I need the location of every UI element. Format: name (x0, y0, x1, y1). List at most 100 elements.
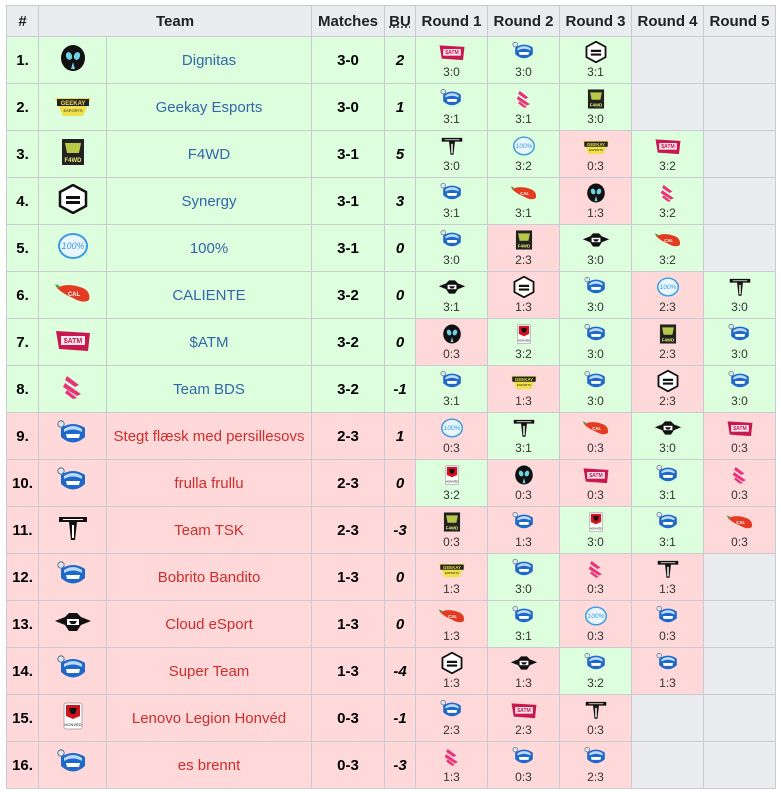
atm-opponent-icon[interactable]: $ATM (632, 135, 703, 160)
bds-logo-icon[interactable] (53, 372, 93, 406)
rl-logo-icon[interactable] (53, 560, 93, 594)
rl-opponent-icon[interactable] (560, 652, 631, 677)
team-link[interactable]: es brennt (177, 756, 241, 774)
team-link[interactable]: Bobrito Bandito (157, 568, 261, 586)
atm-logo-icon[interactable]: $ATM (53, 325, 93, 359)
team-link[interactable]: Synergy (181, 192, 237, 210)
rl-opponent-icon[interactable] (416, 370, 487, 395)
rl-opponent-icon[interactable] (416, 88, 487, 113)
team-link[interactable]: Stegt flæsk med persillesovs (113, 427, 305, 445)
team-link[interactable]: Team BDS (173, 380, 245, 398)
rl-logo-icon[interactable] (53, 654, 93, 688)
rl-logo-icon[interactable] (53, 419, 93, 453)
team-link[interactable]: frulla frullu (174, 474, 244, 492)
hundred-opponent-icon[interactable]: 100% (632, 276, 703, 301)
rl-opponent-icon[interactable] (488, 605, 559, 630)
round-2-result-cell: 3:1 (487, 412, 561, 460)
cloud-opponent-icon[interactable] (632, 417, 703, 442)
synergy-logo-icon[interactable] (53, 183, 93, 218)
dignitas-opponent-icon[interactable] (416, 323, 487, 348)
atm-opponent-icon[interactable]: $ATM (488, 699, 559, 724)
geekay-opponent-icon[interactable]: GEEKAY ESPORTS (488, 370, 559, 395)
caliente-opponent-icon[interactable]: CAL (632, 229, 703, 254)
dignitas-logo-icon[interactable] (53, 43, 93, 77)
synergy-opponent-icon[interactable] (416, 651, 487, 677)
hundred-logo-icon[interactable]: 100% (53, 231, 93, 265)
team-link[interactable]: Cloud eSport (165, 615, 253, 633)
caliente-opponent-icon[interactable]: CAL (416, 605, 487, 630)
tsk-opponent-icon[interactable] (632, 558, 703, 583)
rl-opponent-icon[interactable] (416, 182, 487, 207)
rl-opponent-icon[interactable] (632, 652, 703, 677)
rl-opponent-icon[interactable] (560, 746, 631, 771)
rl-opponent-icon[interactable] (704, 323, 775, 348)
honved-opponent-icon[interactable]: HONVÉD (416, 464, 487, 489)
tsk-opponent-icon[interactable] (416, 135, 487, 160)
geekay-opponent-icon[interactable]: GEEKAY ESPORTS (416, 558, 487, 583)
rl-opponent-icon[interactable] (632, 605, 703, 630)
rl-opponent-icon[interactable] (560, 276, 631, 301)
f4wd-opponent-icon[interactable]: F4WD (560, 88, 631, 113)
honved-opponent-icon[interactable]: HONVÉD (560, 511, 631, 536)
tsk-opponent-icon[interactable] (488, 417, 559, 442)
bds-opponent-icon[interactable] (488, 88, 559, 113)
cloud-opponent-icon[interactable] (488, 652, 559, 677)
synergy-opponent-icon[interactable] (488, 275, 559, 301)
rl-opponent-icon[interactable] (416, 229, 487, 254)
hundred-opponent-icon[interactable]: 100% (416, 417, 487, 442)
rl-opponent-icon[interactable] (488, 41, 559, 66)
rl-logo-icon[interactable] (53, 748, 93, 782)
rl-opponent-icon[interactable] (632, 464, 703, 489)
hundred-opponent-icon[interactable]: 100% (488, 135, 559, 160)
geekay-logo-icon[interactable]: GEEKAY ESPORTS (53, 90, 93, 124)
team-link[interactable]: Lenovo Legion Honvéd (131, 709, 287, 727)
caliente-opponent-icon[interactable]: CAL (488, 182, 559, 207)
honved-opponent-icon[interactable]: HONVÉD (488, 323, 559, 348)
f4wd-logo-icon[interactable]: F4WD (53, 137, 93, 171)
rl-opponent-icon[interactable] (704, 370, 775, 395)
cloud-opponent-icon[interactable] (560, 229, 631, 254)
bds-opponent-icon[interactable] (632, 182, 703, 207)
tsk-opponent-icon[interactable] (560, 699, 631, 724)
f4wd-opponent-icon[interactable]: F4WD (416, 511, 487, 536)
team-link[interactable]: Dignitas (181, 51, 237, 69)
f4wd-opponent-icon[interactable]: F4WD (488, 229, 559, 254)
atm-opponent-icon[interactable]: $ATM (560, 464, 631, 489)
honved-logo-icon[interactable]: HONVÉD (53, 701, 93, 735)
tsk-logo-icon[interactable] (53, 513, 93, 547)
rl-opponent-icon[interactable] (488, 511, 559, 536)
cloud-logo-icon[interactable] (53, 607, 93, 641)
team-link[interactable]: Team TSK (174, 521, 244, 539)
atm-opponent-icon[interactable]: $ATM (416, 41, 487, 66)
rl-opponent-icon[interactable] (560, 323, 631, 348)
synergy-opponent-icon[interactable] (632, 369, 703, 395)
team-link[interactable]: $ATM (189, 333, 229, 351)
rl-opponent-icon[interactable] (560, 370, 631, 395)
geekay-opponent-icon[interactable]: GEEKAY ESPORTS (560, 135, 631, 160)
team-link[interactable]: F4WD (187, 145, 231, 163)
rl-opponent-icon[interactable] (488, 558, 559, 583)
rl-opponent-icon[interactable] (632, 511, 703, 536)
bds-opponent-icon[interactable] (416, 746, 487, 771)
rl-logo-icon[interactable] (53, 466, 93, 500)
cloud-opponent-icon[interactable] (416, 276, 487, 301)
team-link[interactable]: Geekay Esports (155, 98, 263, 116)
rl-opponent-icon[interactable] (488, 746, 559, 771)
caliente-opponent-icon[interactable]: CAL (704, 511, 775, 536)
synergy-opponent-icon[interactable] (560, 40, 631, 66)
caliente-logo-icon[interactable]: CAL (53, 278, 93, 312)
team-link[interactable]: CALIENTE (172, 286, 246, 304)
hundred-opponent-icon[interactable]: 100% (560, 605, 631, 630)
round-score: 3:1 (515, 441, 532, 455)
bds-opponent-icon[interactable] (704, 464, 775, 489)
dignitas-opponent-icon[interactable] (560, 182, 631, 207)
team-link[interactable]: 100% (189, 239, 229, 257)
bds-opponent-icon[interactable] (560, 558, 631, 583)
dignitas-opponent-icon[interactable] (488, 464, 559, 489)
f4wd-opponent-icon[interactable]: F4WD (632, 323, 703, 348)
caliente-opponent-icon[interactable]: CAL (560, 417, 631, 442)
rl-opponent-icon[interactable] (416, 699, 487, 724)
tsk-opponent-icon[interactable] (704, 276, 775, 301)
team-link[interactable]: Super Team (168, 662, 250, 680)
atm-opponent-icon[interactable]: $ATM (704, 417, 775, 442)
